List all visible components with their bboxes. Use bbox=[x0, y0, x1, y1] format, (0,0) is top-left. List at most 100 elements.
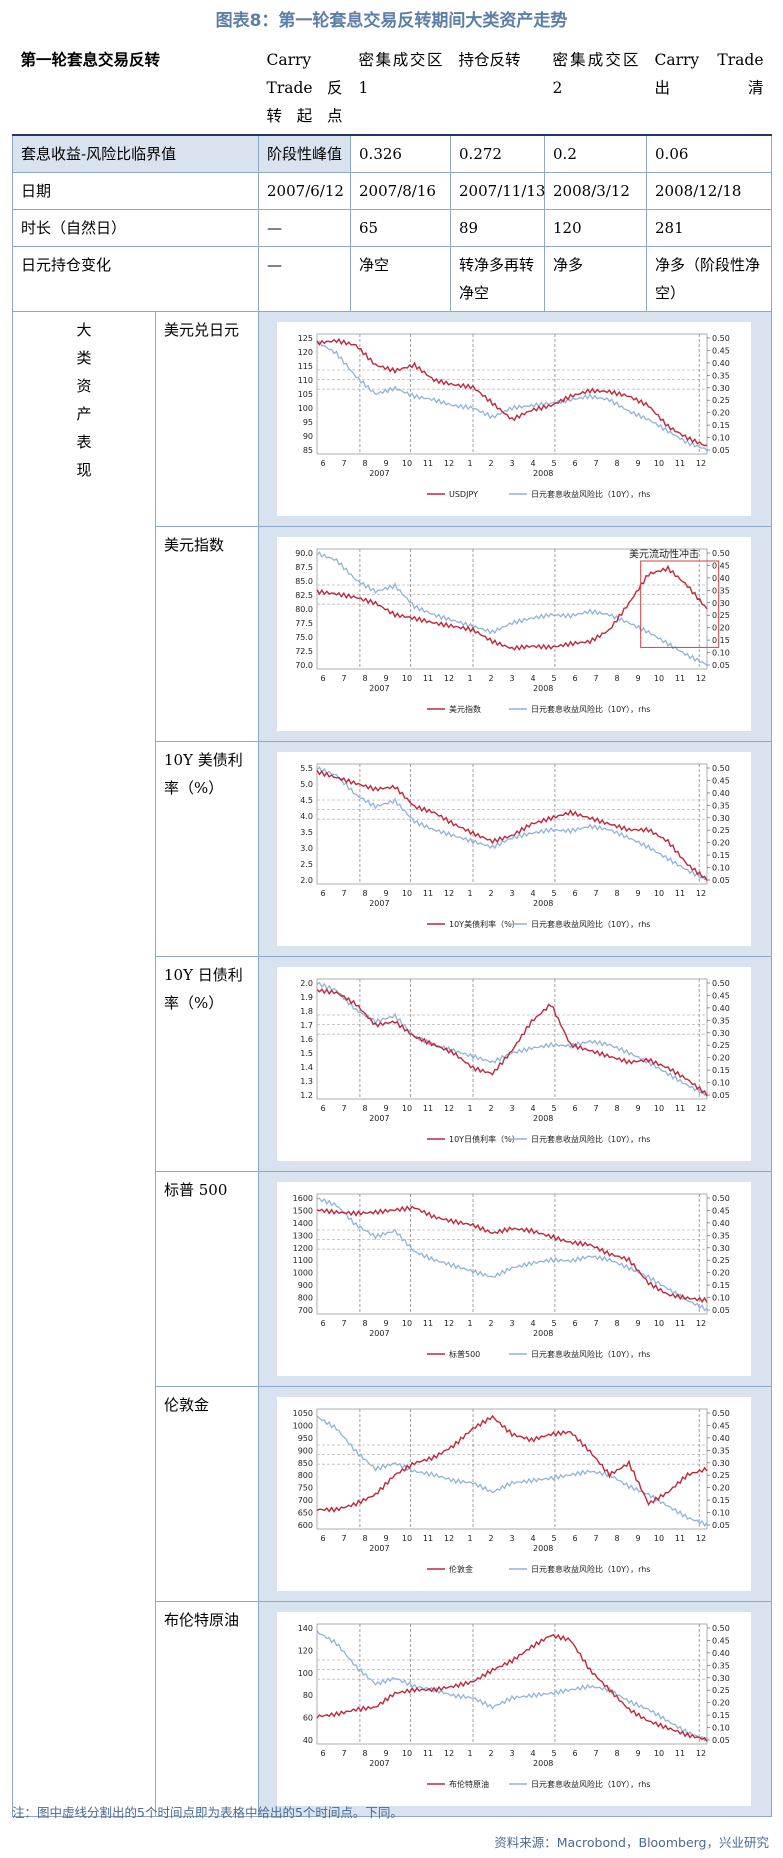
left-tick-label: 75.0 bbox=[295, 633, 313, 642]
left-tick-label: 120 bbox=[298, 1646, 313, 1655]
table-cell: — bbox=[258, 246, 352, 312]
right-tick-label: 0.10 bbox=[712, 1294, 730, 1303]
month-tick-label: 5 bbox=[551, 1319, 556, 1328]
chart-cell: 5.5 5.0 4.5 4.0 3.5 3.0 2.5 2.0 0.50 0.45 0.40 0.35… bbox=[258, 741, 773, 957]
right-tick-label: 0.35 bbox=[712, 1016, 730, 1025]
right-tick-label: 0.20 bbox=[712, 409, 730, 418]
liquidity-shock-box bbox=[640, 560, 720, 648]
month-tick-label: 7 bbox=[341, 1319, 346, 1328]
month-tick-label: 8 bbox=[614, 459, 619, 468]
chart-row: 标普 500 1600 1500 1400 1300 1200 1100 1000 900 80… bbox=[13, 1171, 773, 1387]
left-tick-label: 87.5 bbox=[295, 563, 313, 572]
plot-frame bbox=[316, 763, 708, 885]
left-tick-label: 600 bbox=[298, 1521, 313, 1530]
legend-label-blue: 日元套息收益风险比（10Y），rhs bbox=[531, 1779, 650, 1789]
series-line-asset bbox=[316, 1205, 708, 1304]
chart-name: 10Y 日债利率（%） bbox=[154, 956, 260, 1172]
right-tick-label: 0.20 bbox=[712, 1054, 730, 1063]
chart-usdjpy: 125 120 115 110 105 100 95 90 85 0.50 0.45 0.40 0.35… bbox=[277, 322, 752, 516]
month-tick-label: 10 bbox=[402, 674, 412, 683]
right-tick-label: 0.40 bbox=[712, 1219, 730, 1228]
right-tick-label: 0.45 bbox=[712, 346, 730, 355]
month-tick-label: 6 bbox=[572, 674, 577, 683]
chart-name: 美元兑日元 bbox=[154, 311, 260, 527]
left-tick-label: 850 bbox=[298, 1459, 313, 1468]
left-tick-label: 4.5 bbox=[300, 796, 313, 805]
month-tick-label: 10 bbox=[402, 1104, 412, 1113]
year-label: 2008 bbox=[533, 1114, 553, 1123]
year-label: 2007 bbox=[369, 1544, 389, 1553]
left-tick-label: 1400 bbox=[293, 1219, 313, 1228]
right-tick-label: 0.05 bbox=[712, 1736, 730, 1745]
chart-cell: 125 120 115 110 105 100 95 90 85 0.50 0.45 0.40 0.35… bbox=[258, 311, 773, 527]
table-cell: 0.326 bbox=[350, 134, 452, 173]
month-tick-label: 11 bbox=[423, 1104, 433, 1113]
month-tick-label: 2 bbox=[488, 1319, 493, 1328]
year-label: 2008 bbox=[533, 899, 553, 908]
month-tick-label: 9 bbox=[383, 674, 388, 683]
right-tick-label: 0.25 bbox=[712, 826, 730, 835]
month-tick-label: 8 bbox=[614, 674, 619, 683]
left-tick-label: 3.5 bbox=[300, 828, 313, 837]
left-tick-label: 1600 bbox=[293, 1194, 313, 1203]
legend-label-red: 10Y日债利率（%） bbox=[449, 1134, 520, 1144]
category-char: 产 bbox=[76, 405, 92, 423]
month-tick-label: 11 bbox=[675, 889, 685, 898]
table-cell: 净多（阶段性净空） bbox=[646, 246, 773, 312]
month-tick-label: 7 bbox=[593, 889, 598, 898]
month-tick-label: 6 bbox=[320, 1104, 325, 1113]
series-line-carry-ratio bbox=[316, 766, 708, 881]
left-tick-label: 105 bbox=[298, 390, 313, 399]
left-tick-label: 2.0 bbox=[300, 876, 313, 885]
month-tick-label: 11 bbox=[675, 1534, 685, 1543]
month-tick-label: 5 bbox=[551, 1104, 556, 1113]
table-row: 时长（自然日） — 65 89 120 281 bbox=[11, 209, 773, 247]
left-tick-label: 140 bbox=[298, 1624, 313, 1633]
left-tick-label: 60 bbox=[303, 1714, 313, 1723]
month-tick-label: 3 bbox=[509, 889, 514, 898]
month-tick-label: 9 bbox=[383, 1319, 388, 1328]
month-tick-label: 8 bbox=[362, 1104, 367, 1113]
right-tick-label: 0.35 bbox=[712, 371, 730, 380]
plot-frame bbox=[316, 333, 708, 455]
chart-gold: 1050 1000 950 900 850 800 750 700 650 600 0.50 0.45… bbox=[277, 1397, 752, 1591]
right-tick-label: 0.15 bbox=[712, 851, 730, 860]
month-tick-label: 9 bbox=[635, 889, 640, 898]
month-tick-label: 11 bbox=[675, 674, 685, 683]
month-tick-label: 2 bbox=[488, 459, 493, 468]
chart-row: 10Y 美债利率（%） 5.5 5.0 4.5 4.0 3.5 3.0 2.5 2.0 0.50… bbox=[13, 741, 773, 957]
left-tick-label: 1500 bbox=[293, 1206, 313, 1215]
month-tick-label: 6 bbox=[572, 459, 577, 468]
legend-label-blue: 日元套息收益风险比（10Y），rhs bbox=[531, 489, 650, 499]
month-tick-label: 7 bbox=[593, 1104, 598, 1113]
month-tick-label: 9 bbox=[383, 889, 388, 898]
legend-label-red: 美元指数 bbox=[449, 704, 481, 714]
left-tick-label: 100 bbox=[298, 1669, 313, 1678]
right-tick-label: 0.05 bbox=[712, 1306, 730, 1315]
left-tick-label: 900 bbox=[298, 1446, 313, 1455]
month-tick-label: 11 bbox=[675, 1104, 685, 1113]
series-line-asset bbox=[316, 1414, 708, 1513]
table-header-row: 第一轮套息交易反转 Carry Trade 反转起点 密集成交区1 持仓反转 密… bbox=[12, 42, 772, 136]
right-tick-label: 0.15 bbox=[712, 421, 730, 430]
right-tick-label: 0.10 bbox=[712, 434, 730, 443]
right-tick-label: 0.10 bbox=[712, 864, 730, 873]
chart-name: 布伦特原油 bbox=[154, 1601, 260, 1817]
right-tick-label: 0.45 bbox=[712, 561, 730, 570]
left-tick-label: 77.5 bbox=[295, 619, 313, 628]
series-line-carry-ratio bbox=[316, 551, 708, 666]
category-char: 现 bbox=[76, 461, 92, 479]
left-tick-label: 900 bbox=[298, 1281, 313, 1290]
left-tick-label: 120 bbox=[298, 348, 313, 357]
table-cell: 转净多再转净空 bbox=[450, 246, 546, 312]
row-label: 日元持仓变化 bbox=[11, 246, 260, 312]
chart-jgb10y: 2.0 1.9 1.8 1.7 1.6 1.5 1.4 1.3 1.2 0.50 0.45 0.40 0… bbox=[277, 967, 752, 1161]
table-cell: 0.272 bbox=[450, 134, 546, 173]
left-tick-label: 85.0 bbox=[295, 577, 313, 586]
table-cell: 阶段性峰值 bbox=[258, 134, 352, 173]
month-tick-label: 12 bbox=[696, 889, 706, 898]
series-line-asset bbox=[316, 338, 708, 447]
month-tick-label: 9 bbox=[635, 674, 640, 683]
right-tick-label: 0.35 bbox=[712, 586, 730, 595]
right-tick-label: 0.10 bbox=[712, 1509, 730, 1518]
